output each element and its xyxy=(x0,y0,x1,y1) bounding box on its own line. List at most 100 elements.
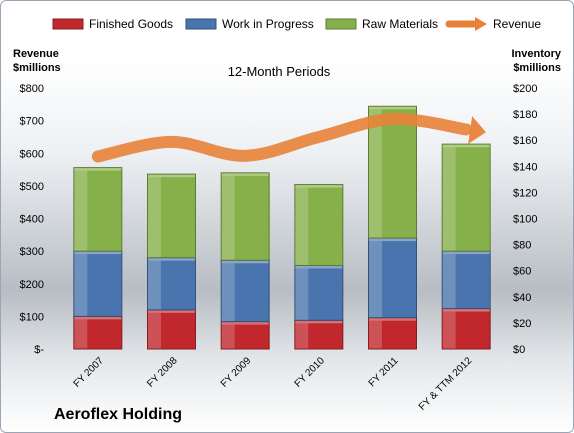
left-tick-label: $- xyxy=(34,344,44,356)
bar-highlight xyxy=(73,316,88,349)
bar-highlight xyxy=(147,174,161,258)
bar-highlight xyxy=(221,172,235,261)
legend-label: Finished Goods xyxy=(89,17,173,31)
legend-swatch xyxy=(52,18,84,30)
bar-segment-raw-materials xyxy=(220,172,270,261)
company-name: Aeroflex Holding xyxy=(54,406,183,423)
legend-item: Work in Progress xyxy=(185,17,314,31)
legend-arrowhead xyxy=(475,17,487,31)
bar-highlight xyxy=(147,257,161,310)
bar-highlight xyxy=(294,184,309,266)
bar-segment-work-in-progress xyxy=(147,257,196,311)
bar-top-edge xyxy=(442,144,491,148)
legend-item: Raw Materials xyxy=(325,17,438,31)
right-axis-title-line: $millions xyxy=(513,62,561,74)
bar-highlight xyxy=(73,167,88,252)
x-axis-ticks: FY 2007 FY 2008 FY 2009 FY 2010 FY 2011 FY & … xyxy=(72,355,475,413)
bar-segment-finished-goods xyxy=(294,319,344,350)
bar-segment-work-in-progress xyxy=(73,250,123,317)
bar-highlight xyxy=(368,238,382,318)
right-axis-ticks: $0 $20 $40 $60 $80 $100 $120 $140 $160 $180 $200 xyxy=(513,83,537,356)
bar-segment-raw-materials xyxy=(441,143,491,252)
bar-segment-finished-goods xyxy=(368,317,417,350)
bar-segment-raw-materials xyxy=(147,173,196,259)
bar-highlight xyxy=(368,106,382,239)
right-tick-label: $100 xyxy=(513,214,537,226)
bar-outline xyxy=(294,184,344,266)
legend-swatch xyxy=(325,18,357,30)
bar-highlight xyxy=(221,321,235,349)
right-tick-label: $40 xyxy=(513,292,531,304)
left-axis-ticks: $- $100 $200 $300 $400 $500 $600 $700 $800 xyxy=(20,83,45,356)
bar-segment-finished-goods xyxy=(220,321,270,350)
bar-outline xyxy=(147,173,196,259)
bar-segment-work-in-progress xyxy=(294,264,344,321)
bar-top-edge xyxy=(221,260,270,264)
legend-swatch xyxy=(185,18,217,30)
left-tick-label: $500 xyxy=(20,181,44,193)
right-tick-label: $20 xyxy=(513,318,531,330)
right-tick-label: $140 xyxy=(513,161,537,173)
bar-segment-work-in-progress xyxy=(441,250,491,310)
bar-segment-raw-materials xyxy=(73,167,123,252)
bar-outline xyxy=(441,143,491,252)
x-tick-label: FY 2009 xyxy=(219,355,254,390)
bar-segment-work-in-progress xyxy=(368,237,417,319)
revenue-line-path xyxy=(91,112,473,163)
bar-top-edge xyxy=(442,308,491,312)
bar-top-edge xyxy=(73,316,122,320)
bar-top-edge xyxy=(73,167,122,171)
bar-highlight xyxy=(442,251,456,309)
bar-highlight xyxy=(221,260,235,322)
bar-highlight xyxy=(442,144,456,252)
left-axis-title: Revenue $millions xyxy=(13,48,61,74)
left-tick-label: $400 xyxy=(20,214,44,226)
right-tick-label: $60 xyxy=(513,266,531,278)
left-tick-label: $600 xyxy=(20,148,44,160)
bar-top-edge xyxy=(147,257,196,261)
bar-segment-work-in-progress xyxy=(220,259,270,323)
x-tick-label: FY 2011 xyxy=(367,355,401,389)
left-tick-label: $200 xyxy=(20,279,44,291)
revenue-line xyxy=(91,112,486,163)
bar-segment-finished-goods xyxy=(147,309,196,350)
bar-highlight xyxy=(294,320,309,349)
bar-top-edge xyxy=(368,106,417,110)
right-axis-title-line: Inventory xyxy=(511,48,561,60)
x-tick-label: FY 2007 xyxy=(72,355,107,390)
bar-top-edge xyxy=(147,174,196,178)
bar-segment-finished-goods xyxy=(73,315,123,350)
right-tick-label: $80 xyxy=(513,240,531,252)
bar-highlight xyxy=(147,309,161,349)
bar-top-edge xyxy=(368,238,417,242)
left-tick-label: $700 xyxy=(20,116,44,128)
bar-outline xyxy=(73,167,123,252)
bar-outline xyxy=(368,105,417,239)
chart-subtitle: 12-Month Periods xyxy=(228,64,331,79)
right-tick-label: $200 xyxy=(513,83,537,95)
left-tick-label: $800 xyxy=(20,83,44,95)
bars xyxy=(73,105,491,350)
bar-segment-raw-materials xyxy=(368,105,417,239)
x-tick-label: FY 2010 xyxy=(293,355,328,390)
left-axis-title-line: $millions xyxy=(13,62,61,74)
bar-top-edge xyxy=(147,309,196,313)
right-tick-label: $0 xyxy=(513,344,525,356)
legend: Finished Goods Work in Progress Raw Materi… xyxy=(52,17,541,31)
bar-top-edge xyxy=(442,251,491,255)
bar-top-edge xyxy=(73,251,122,255)
legend-label: Revenue xyxy=(493,17,541,31)
bar-outline xyxy=(220,172,270,261)
x-tick-label: FY 2008 xyxy=(145,355,180,390)
bar-top-edge xyxy=(221,172,270,176)
bar-top-edge xyxy=(294,320,343,324)
bar-top-edge xyxy=(294,265,343,269)
bar-highlight xyxy=(73,251,88,317)
bar-segment-raw-materials xyxy=(294,184,344,266)
legend-label: Work in Progress xyxy=(222,17,314,31)
left-axis-title-line: Revenue xyxy=(13,48,59,60)
bar-highlight xyxy=(368,317,382,349)
bar-segment-finished-goods xyxy=(441,308,491,350)
right-tick-label: $160 xyxy=(513,135,537,147)
